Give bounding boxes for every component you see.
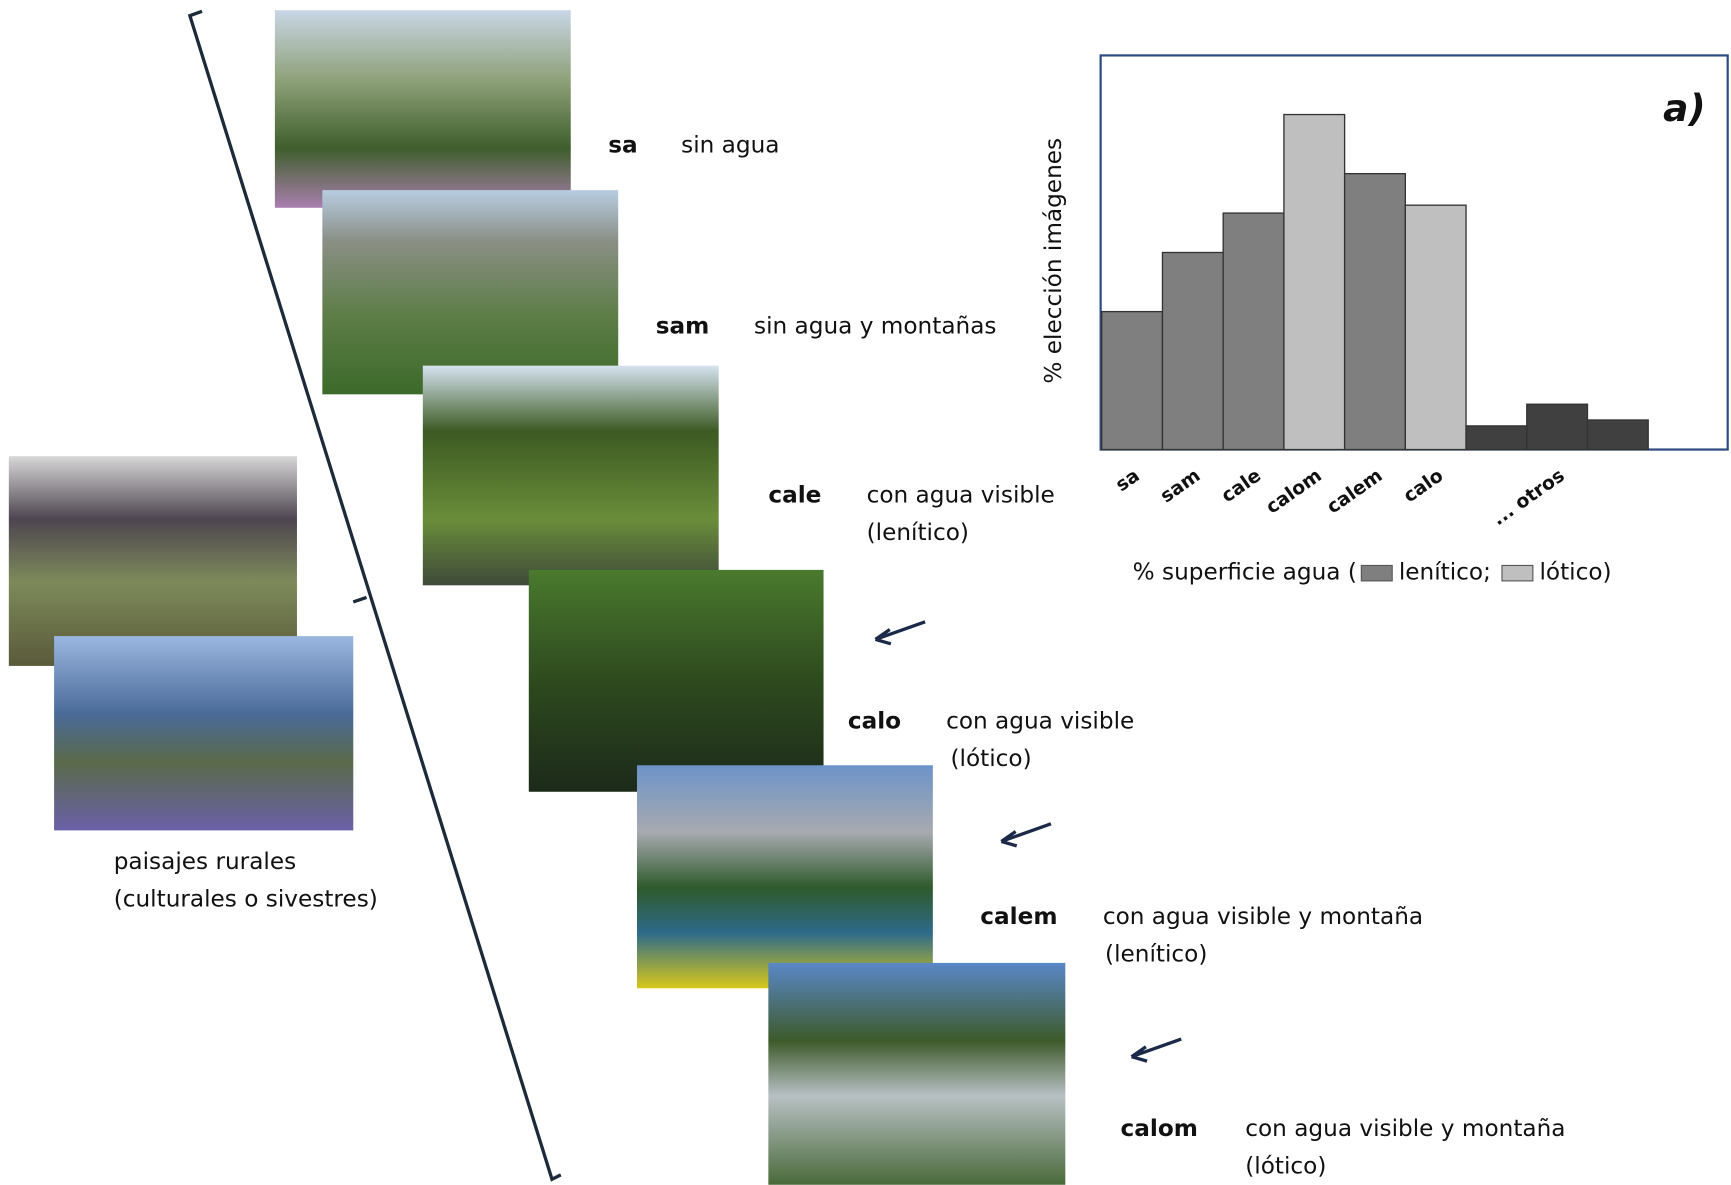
caption: paisajes rurales	[114, 848, 296, 875]
legend-swatch	[1360, 564, 1393, 582]
photo	[422, 365, 719, 586]
item-description: con agua visible	[867, 481, 1055, 508]
bracket	[187, 9, 562, 1182]
bar	[1343, 172, 1406, 451]
bar	[1161, 251, 1224, 451]
item-description: con agua visible y montaña	[1103, 903, 1423, 930]
x-tick-label: calo	[1400, 465, 1447, 507]
item-code: cale	[768, 481, 821, 508]
bar	[1101, 310, 1164, 451]
item-description: (lótico)	[1245, 1153, 1326, 1180]
legend-label: lenítico;	[1399, 559, 1491, 586]
bar	[1526, 403, 1589, 451]
x-tick-label: sa	[1112, 465, 1144, 496]
item-code: calom	[1121, 1115, 1198, 1142]
bar	[1283, 113, 1346, 451]
item-description: sin agua	[681, 131, 779, 158]
item-code: calem	[980, 903, 1057, 930]
photo	[322, 190, 619, 395]
photo	[528, 569, 824, 792]
item-description: (lenítico)	[1105, 941, 1207, 968]
legend: % superficie agua ( lenítico; lótico)	[1133, 559, 1612, 586]
photo	[768, 962, 1066, 1185]
x-axis-label: % superficie agua (	[1133, 559, 1357, 586]
panel-label: a)	[1663, 86, 1705, 130]
x-tick-label: sam	[1157, 465, 1205, 507]
item-description: sin agua y montañas	[754, 312, 996, 339]
bar	[1404, 204, 1467, 451]
photo	[274, 10, 571, 208]
photo	[8, 456, 297, 666]
item-description: con agua visible y montaña	[1245, 1115, 1565, 1142]
y-axis-label: % elección imágenes	[1040, 138, 1067, 384]
bar	[1465, 425, 1528, 451]
item-code: sam	[656, 312, 710, 339]
photo	[636, 765, 933, 989]
bracket-tick	[352, 595, 368, 604]
photo	[54, 636, 354, 831]
bar	[1586, 419, 1649, 451]
item-code: sa	[608, 131, 637, 158]
item-description: (lenítico)	[867, 519, 969, 546]
x-tick-label: cale	[1218, 465, 1265, 507]
x-tick-label: ... otros	[1489, 465, 1569, 530]
bar	[1222, 212, 1285, 451]
x-tick-label: calem	[1323, 465, 1386, 518]
x-tick-label: calom	[1262, 465, 1325, 518]
legend-label: lótico)	[1539, 559, 1611, 586]
item-code: calo	[848, 708, 901, 735]
item-labels: sa sin agua sam sin agua y montañas cale con …	[608, 131, 1565, 1179]
legend-swatch	[1501, 564, 1534, 582]
item-description: con agua visible	[946, 708, 1134, 735]
item-description: (lótico)	[951, 745, 1032, 772]
caption: (culturales o sivestres)	[114, 885, 378, 912]
